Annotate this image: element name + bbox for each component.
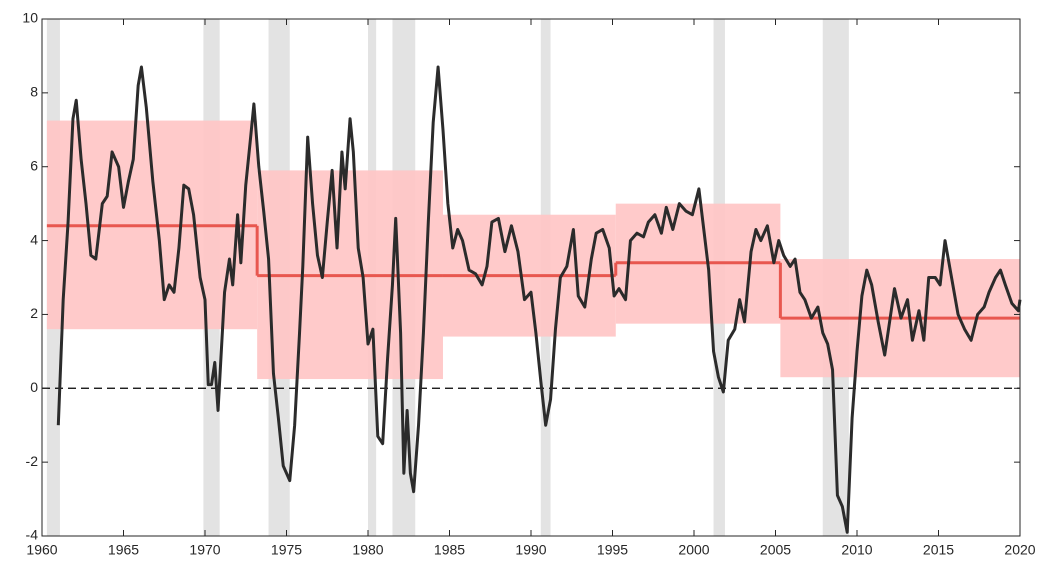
x-tick-label: 1965 <box>108 542 139 558</box>
y-tick-label: -2 <box>26 453 39 469</box>
data-line <box>56 65 1022 534</box>
x-tick-label: 1985 <box>434 542 465 558</box>
x-tick-label: 1960 <box>26 542 57 558</box>
y-tick-label: 4 <box>30 231 38 247</box>
x-tick-label: 2000 <box>678 542 709 558</box>
x-tick-label: 1980 <box>352 542 383 558</box>
x-tick-label: 2015 <box>923 542 954 558</box>
y-tick-label: 2 <box>30 305 38 321</box>
x-tick-label: 1990 <box>515 542 546 558</box>
x-tick-label: 2020 <box>1004 542 1035 558</box>
x-tick-label: 1970 <box>189 542 220 558</box>
x-tick-label: 1975 <box>271 542 302 558</box>
x-tick-label: 2010 <box>841 542 872 558</box>
x-tick-label: 1995 <box>597 542 628 558</box>
y-tick-label: 8 <box>30 84 38 100</box>
y-tick-label: -4 <box>26 527 39 543</box>
y-tick-label: 6 <box>30 157 38 173</box>
y-tick-label: 0 <box>30 379 38 395</box>
x-tick-label: 2005 <box>760 542 791 558</box>
y-tick-label: 10 <box>22 10 38 26</box>
